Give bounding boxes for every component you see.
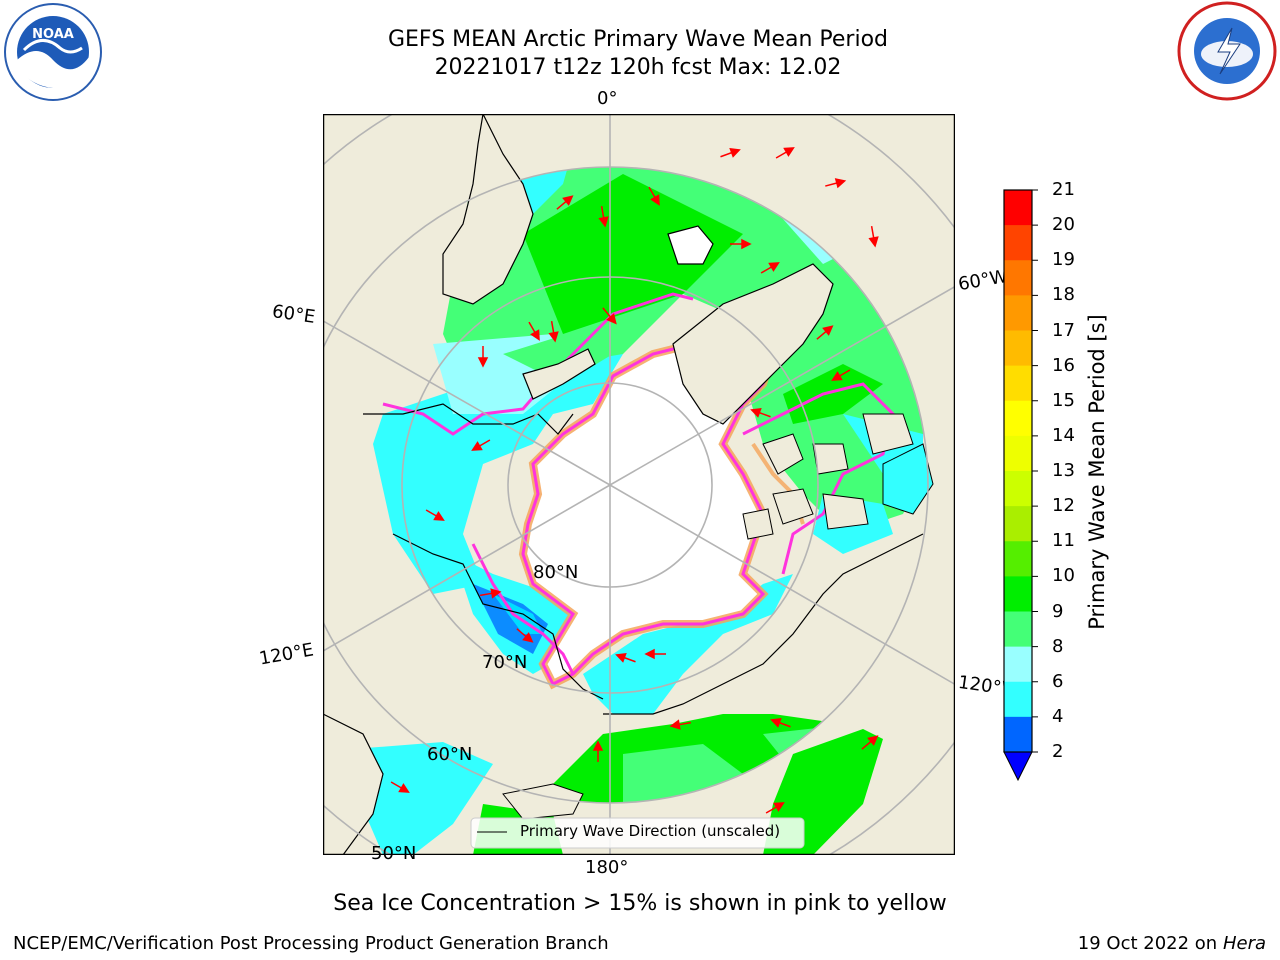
colorbar-extend-triangle <box>1003 751 1033 782</box>
footer-right: 19 Oct 2022 on Hera <box>1078 933 1266 955</box>
meridian-120w <box>609 484 955 686</box>
colorbar-tick-label: 12 <box>1052 495 1075 517</box>
lon-label-180: 180° <box>585 857 629 878</box>
nws-logo <box>1176 0 1278 102</box>
colorbar-tick-label: 18 <box>1052 284 1075 306</box>
legend-label: Primary Wave Direction (unscaled) <box>520 822 781 840</box>
colorbar-segment <box>1004 471 1032 507</box>
colorbar-segment <box>1004 611 1032 648</box>
colorbar-segment <box>1004 330 1032 367</box>
colorbar <box>1000 186 1040 786</box>
footer-machine: Hera <box>1222 933 1266 954</box>
colorbar-tick-label: 11 <box>1052 530 1075 552</box>
scandinavia <box>442 114 534 305</box>
chart-title: GEFS MEAN Arctic Primary Wave Mean Perio… <box>387 27 888 52</box>
colorbar-tick-label: 10 <box>1052 565 1075 587</box>
colorbar-tick-label: 8 <box>1052 635 1064 657</box>
colorbar-tick-label: 17 <box>1052 319 1075 341</box>
colorbar-tick-label: 15 <box>1052 389 1075 411</box>
footer-left: NCEP/EMC/Verification Post Processing Pr… <box>13 933 609 954</box>
colorbar-segment <box>1004 716 1032 752</box>
map-legend <box>470 817 805 849</box>
lat-label-70: 70°N <box>482 652 528 673</box>
lat-label-60: 60°N <box>427 744 473 765</box>
colorbar-tick-label: 6 <box>1052 670 1064 692</box>
lat-label-80: 80°N <box>533 562 579 583</box>
arctic-map: Primary Wave Direction (unscaled) <box>322 113 956 856</box>
chart-subtitle: 20221017 t12z 120h fcst Max: 12.02 <box>434 55 842 80</box>
greenland <box>672 263 834 425</box>
colorbar-label: Primary Wave Mean Period [s] <box>1085 314 1109 630</box>
meridian-60w <box>609 285 955 486</box>
colorbar-tick-label: 4 <box>1052 705 1064 727</box>
colorbar-segment <box>1004 646 1032 683</box>
bering-field <box>348 742 493 855</box>
svg-text:NOAA: NOAA <box>32 27 74 42</box>
canadian-archipelago <box>742 413 914 540</box>
colorbar-tick-label: 9 <box>1052 600 1064 622</box>
noaa-logo: NOAA <box>2 2 104 102</box>
colorbar-tick-label: 16 <box>1052 354 1075 376</box>
footer-date: 19 Oct 2022 on <box>1077 933 1223 954</box>
colorbar-tick-label: 13 <box>1052 460 1075 481</box>
meridian-60e <box>323 319 611 486</box>
colorbar-segment <box>1004 541 1032 577</box>
colorbar-tick-label: 20 <box>1052 214 1075 236</box>
colorbar-segment <box>1004 365 1032 402</box>
colorbar-segment <box>1004 295 1032 331</box>
novaya-zemlya <box>522 348 596 400</box>
colorbar-graphic <box>1003 189 1038 782</box>
svalbard <box>667 225 714 265</box>
colorbar-tick-label: 19 <box>1052 249 1075 271</box>
colorbar-tick-label: 2 <box>1052 741 1064 762</box>
meridian-120e <box>323 484 611 653</box>
colorbar-segment <box>1004 576 1032 612</box>
colorbar-segment <box>1004 681 1032 718</box>
colorbar-tick-label: 21 <box>1052 179 1075 200</box>
colorbar-segment <box>1004 435 1032 472</box>
colorbar-segment <box>1004 190 1032 226</box>
sea-ice-caption: Sea Ice Concentration > 15% is shown in … <box>333 891 947 916</box>
lon-label-60e: 60°E <box>270 301 317 328</box>
colorbar-segment <box>1004 506 1032 542</box>
graticule <box>323 114 955 855</box>
colorbar-segment <box>1004 400 1032 437</box>
wave-direction-arrows <box>390 147 879 814</box>
colorbar-segment <box>1004 260 1032 296</box>
lon-label-120e: 120°E <box>257 639 316 670</box>
colorbar-tick-labels: 2 4 6 8 9 10 11 12 13 14 15 16 17 18 19 20 21 <box>1044 0 1084 960</box>
colorbar-segment <box>1004 225 1032 261</box>
lon-label-0: 0° <box>597 88 618 109</box>
colorbar-tick-label: 14 <box>1052 424 1075 446</box>
lat-label-50: 50°N <box>371 843 417 864</box>
map-frame <box>322 113 956 856</box>
map-canvas <box>322 113 956 856</box>
